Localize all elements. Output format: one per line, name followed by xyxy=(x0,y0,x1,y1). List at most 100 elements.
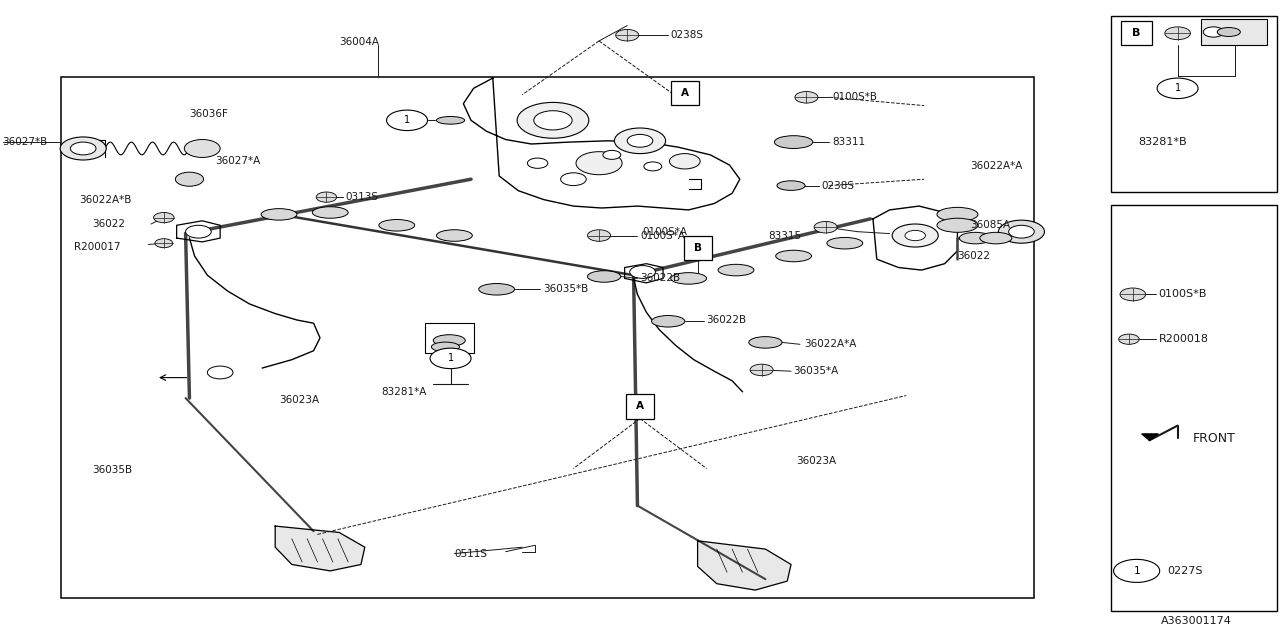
Ellipse shape xyxy=(937,207,978,221)
Text: 36022: 36022 xyxy=(957,251,991,261)
Bar xyxy=(626,394,654,419)
Ellipse shape xyxy=(261,209,297,220)
Circle shape xyxy=(644,162,662,171)
Ellipse shape xyxy=(479,284,515,295)
Circle shape xyxy=(561,173,586,186)
Circle shape xyxy=(186,225,211,238)
Circle shape xyxy=(998,220,1044,243)
Text: 36035B: 36035B xyxy=(92,465,132,476)
Circle shape xyxy=(387,110,428,131)
Bar xyxy=(671,81,699,105)
Circle shape xyxy=(630,266,655,278)
Text: 83311: 83311 xyxy=(832,137,865,147)
Text: 36022: 36022 xyxy=(92,219,125,229)
Text: A: A xyxy=(681,88,689,98)
Text: 36035*A: 36035*A xyxy=(794,366,838,376)
Ellipse shape xyxy=(433,335,466,346)
Circle shape xyxy=(616,29,639,41)
Ellipse shape xyxy=(749,337,782,348)
Ellipse shape xyxy=(652,316,685,327)
Circle shape xyxy=(1009,225,1034,238)
Text: 0511S: 0511S xyxy=(454,548,488,559)
Ellipse shape xyxy=(436,116,465,124)
Text: 36022A*B: 36022A*B xyxy=(79,195,132,205)
Bar xyxy=(61,77,1034,598)
Circle shape xyxy=(892,224,938,247)
Bar xyxy=(1201,19,1267,45)
Text: 83281*A: 83281*A xyxy=(381,387,426,397)
Circle shape xyxy=(814,221,837,233)
Text: 36027*B: 36027*B xyxy=(3,137,47,147)
Circle shape xyxy=(588,230,611,241)
Text: 36022A*A: 36022A*A xyxy=(804,339,856,349)
Polygon shape xyxy=(698,541,791,590)
Circle shape xyxy=(1120,288,1146,301)
Text: 1: 1 xyxy=(448,353,453,364)
Circle shape xyxy=(70,142,96,155)
Circle shape xyxy=(316,192,337,202)
Ellipse shape xyxy=(431,342,460,352)
Text: 0238S: 0238S xyxy=(671,30,704,40)
Text: A: A xyxy=(636,401,644,412)
Ellipse shape xyxy=(379,220,415,231)
Text: R200018: R200018 xyxy=(1158,334,1208,344)
Circle shape xyxy=(576,152,622,175)
Text: 0238S: 0238S xyxy=(822,180,855,191)
Text: 1: 1 xyxy=(1133,566,1140,576)
Circle shape xyxy=(155,239,173,248)
Ellipse shape xyxy=(436,230,472,241)
Text: FRONT: FRONT xyxy=(1193,432,1235,445)
Circle shape xyxy=(527,158,548,168)
Circle shape xyxy=(534,111,572,130)
Bar xyxy=(1121,21,1152,45)
Text: 36023A: 36023A xyxy=(279,395,319,405)
Text: 36022B: 36022B xyxy=(707,315,746,325)
Text: A363001174: A363001174 xyxy=(1161,616,1233,626)
Text: 0100S*B: 0100S*B xyxy=(1158,289,1207,300)
Circle shape xyxy=(1157,78,1198,99)
Circle shape xyxy=(184,140,220,157)
Text: 36036F: 36036F xyxy=(189,109,228,119)
Ellipse shape xyxy=(588,271,621,282)
Bar xyxy=(684,236,712,260)
Text: 0100S*A: 0100S*A xyxy=(643,227,687,237)
Text: 1: 1 xyxy=(1175,83,1180,93)
Circle shape xyxy=(603,150,621,159)
Circle shape xyxy=(750,364,773,376)
Ellipse shape xyxy=(774,136,813,148)
Bar xyxy=(425,323,474,353)
Text: B: B xyxy=(694,243,701,253)
Polygon shape xyxy=(275,526,365,571)
Bar xyxy=(1111,205,1277,611)
Circle shape xyxy=(669,154,700,169)
Ellipse shape xyxy=(777,180,805,191)
Text: 36022A*A: 36022A*A xyxy=(970,161,1023,172)
Circle shape xyxy=(1119,334,1139,344)
Circle shape xyxy=(207,366,233,379)
Circle shape xyxy=(1203,27,1224,37)
Circle shape xyxy=(154,212,174,223)
Text: 0100S*B: 0100S*B xyxy=(832,92,877,102)
Text: R200017: R200017 xyxy=(74,242,120,252)
Text: 0227S: 0227S xyxy=(1167,566,1203,576)
Polygon shape xyxy=(1142,434,1158,440)
Circle shape xyxy=(175,172,204,186)
Text: 83281*B: 83281*B xyxy=(1138,137,1187,147)
Circle shape xyxy=(614,128,666,154)
Text: 36027*A: 36027*A xyxy=(215,156,260,166)
Ellipse shape xyxy=(827,237,863,249)
Text: 1: 1 xyxy=(404,115,410,125)
Ellipse shape xyxy=(718,264,754,276)
Text: 0100S*A: 0100S*A xyxy=(640,230,685,241)
Ellipse shape xyxy=(776,250,812,262)
Circle shape xyxy=(60,137,106,160)
Circle shape xyxy=(795,92,818,103)
Text: 0313S: 0313S xyxy=(346,192,379,202)
Ellipse shape xyxy=(1217,28,1240,36)
Circle shape xyxy=(430,348,471,369)
Text: 36085A: 36085A xyxy=(970,220,1010,230)
Ellipse shape xyxy=(671,273,707,284)
Ellipse shape xyxy=(980,232,1012,244)
Text: 83315: 83315 xyxy=(768,230,801,241)
Circle shape xyxy=(905,230,925,241)
